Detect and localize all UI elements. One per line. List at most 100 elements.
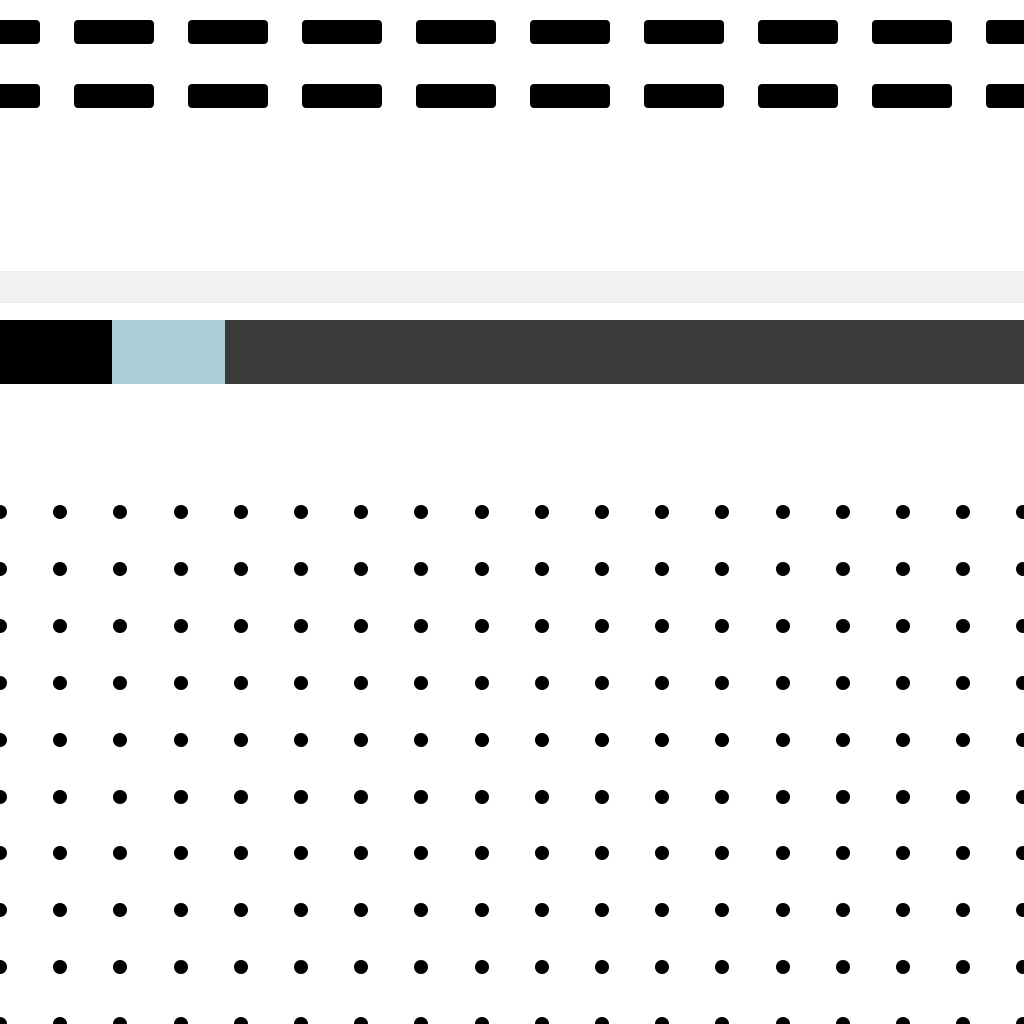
dot: [53, 846, 68, 861]
light-blue-segment: [112, 320, 225, 384]
dash-segment: [416, 84, 496, 108]
dot: [474, 732, 489, 747]
dot: [414, 960, 429, 975]
dot: [354, 732, 369, 747]
dot: [896, 618, 910, 633]
dot: [354, 846, 369, 861]
dot: [715, 846, 730, 861]
dot: [1016, 960, 1024, 975]
dot: [835, 846, 850, 861]
dot: [233, 1017, 248, 1024]
dot: [414, 675, 429, 690]
dot: [896, 732, 910, 747]
dot: [534, 561, 549, 576]
dot: [896, 846, 910, 861]
dot: [53, 561, 68, 576]
dot: [173, 960, 188, 975]
dot: [113, 846, 128, 861]
dot: [956, 903, 971, 918]
dot: [354, 505, 369, 519]
dot: [474, 1017, 489, 1024]
dot: [294, 675, 308, 690]
dot: [1016, 903, 1024, 918]
dot: [53, 1017, 68, 1024]
dot: [775, 960, 790, 975]
dot: [173, 732, 188, 747]
dot: [595, 1017, 609, 1024]
dot: [595, 960, 609, 975]
dot: [0, 846, 7, 861]
dot: [233, 903, 248, 918]
dot: [53, 505, 68, 519]
dot: [956, 846, 971, 861]
dot: [294, 561, 308, 576]
dot: [414, 789, 429, 804]
dot: [595, 618, 609, 633]
dot: [294, 903, 308, 918]
dot: [294, 960, 308, 975]
dot: [595, 846, 609, 861]
dot: [655, 618, 670, 633]
dot: [595, 561, 609, 576]
dot: [53, 903, 68, 918]
dash-segment: [872, 84, 952, 108]
dot: [474, 505, 489, 519]
dash-segment: [530, 84, 610, 108]
dot: [233, 505, 248, 519]
dot: [294, 789, 308, 804]
dot: [655, 846, 670, 861]
dot: [474, 618, 489, 633]
dot: [233, 675, 248, 690]
dash-segment: [872, 20, 952, 44]
dot: [655, 561, 670, 576]
dash-segment: [74, 20, 154, 44]
dot-grid: [0, 496, 1024, 1024]
dot: [896, 505, 910, 519]
dot: [655, 1017, 670, 1024]
dot: [354, 1017, 369, 1024]
dot: [294, 1017, 308, 1024]
dot: [173, 505, 188, 519]
dash-segment: [0, 84, 40, 108]
dot: [233, 789, 248, 804]
dot: [1016, 505, 1024, 519]
dot: [113, 960, 128, 975]
black-segment: [0, 320, 112, 384]
dot: [1016, 846, 1024, 861]
dot: [354, 561, 369, 576]
dot: [835, 903, 850, 918]
dot: [956, 675, 971, 690]
dot: [113, 505, 128, 519]
dot: [0, 675, 7, 690]
dot: [0, 1017, 7, 1024]
dot: [715, 1017, 730, 1024]
dot: [474, 675, 489, 690]
dash-segment: [758, 20, 838, 44]
dash-segment: [0, 20, 40, 44]
dot: [53, 789, 68, 804]
dot: [655, 960, 670, 975]
dot: [414, 1017, 429, 1024]
dot: [53, 960, 68, 975]
dash-segment: [530, 20, 610, 44]
dot: [233, 846, 248, 861]
dash-row-top: [0, 20, 1024, 44]
dot: [53, 675, 68, 690]
dot: [474, 561, 489, 576]
dash-segment: [302, 84, 382, 108]
dot: [655, 675, 670, 690]
dot: [595, 903, 609, 918]
dash-segment: [188, 84, 268, 108]
dot: [835, 1017, 850, 1024]
dot: [113, 561, 128, 576]
dash-segment: [758, 84, 838, 108]
dot: [956, 960, 971, 975]
dot: [354, 675, 369, 690]
dot: [534, 1017, 549, 1024]
dot: [835, 618, 850, 633]
dot: [414, 732, 429, 747]
dot: [474, 903, 489, 918]
dot: [655, 789, 670, 804]
dot: [1016, 675, 1024, 690]
dot: [173, 1017, 188, 1024]
